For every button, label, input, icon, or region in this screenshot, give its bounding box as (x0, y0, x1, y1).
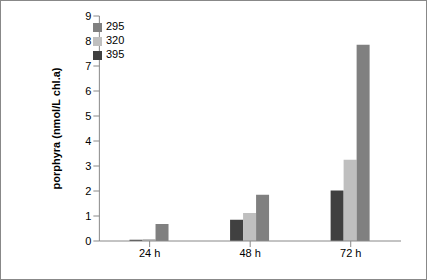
html-text:320: 320 (106, 34, 125, 46)
html-text:395: 395 (106, 48, 125, 60)
svg-text:72 h: 72 h (340, 247, 361, 259)
svg-text:24 h: 24 h (139, 247, 160, 259)
svg-text:48 h: 48 h (239, 247, 260, 259)
svg-text:0: 0 (85, 235, 91, 247)
svg-text:6: 6 (85, 85, 91, 97)
svg-text:5: 5 (85, 110, 91, 122)
svg-text:1: 1 (85, 210, 91, 222)
svg-text:9: 9 (85, 10, 91, 22)
svg-text:2: 2 (85, 185, 91, 197)
svg-text:porphyra (nmol/L chl.a): porphyra (nmol/L chl.a) (50, 67, 62, 189)
svg-text:4: 4 (85, 135, 91, 147)
svg-text:8: 8 (85, 35, 91, 47)
svg-text:7: 7 (85, 60, 91, 72)
svg-text:3: 3 (85, 160, 91, 172)
html-text:295: 295 (106, 20, 125, 32)
